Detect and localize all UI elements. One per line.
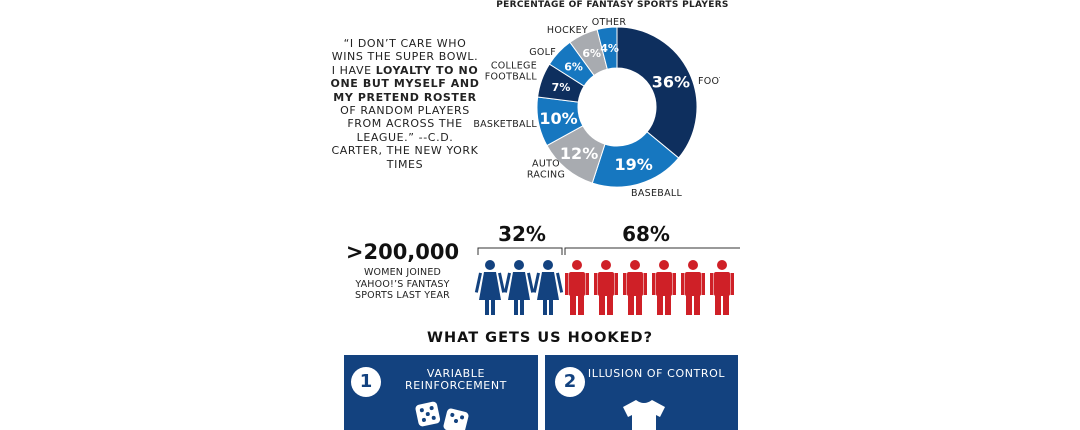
quote-text-2: OF RANDOM PLAYERS FROM ACROSS THE LEAGUE… <box>340 104 470 144</box>
gender-split-icons <box>474 247 740 315</box>
slice-value-baseball: 19% <box>614 155 652 174</box>
hooked-title: WHAT GETS US HOOKED? <box>427 330 653 346</box>
men-bracket <box>564 247 740 255</box>
man-icon <box>652 260 676 315</box>
women-stat-caption: WOMEN JOINED YAHOO!’S FANTASY SPORTS LAS… <box>355 267 450 301</box>
hook-number-1: 1 <box>351 367 381 397</box>
women-stat-value: >200,000 <box>345 240 460 264</box>
man-icon <box>681 260 705 315</box>
hook-title-2: ILLUSION OF CONTROL <box>587 367 726 380</box>
man-icon <box>594 260 618 315</box>
slice-label-other: OTHER <box>592 17 627 28</box>
slice-label-football: FOOTBALL <box>698 76 720 87</box>
slice-value-auto-racing: 12% <box>560 144 598 163</box>
slice-value-basketball: 10% <box>539 109 577 128</box>
slice-label-auto-racing: AUTO RACING <box>527 159 565 181</box>
woman-icon <box>532 260 564 315</box>
women-percent-label: 32% <box>498 222 546 246</box>
woman-icon <box>474 260 506 315</box>
hook-card-2: 2 ILLUSION OF CONTROL <box>545 355 738 430</box>
hook-title-1: VARIABLE REINFORCEMENT <box>405 367 507 392</box>
hook-card-1: 1 VARIABLE REINFORCEMENT <box>344 355 538 430</box>
quote-text-1: “I DON’T CARE WHO WINS THE SUPER BOWL. I… <box>331 37 479 77</box>
pull-quote: “I DON’T CARE WHO WINS THE SUPER BOWL. I… <box>330 37 480 171</box>
slice-other <box>596 26 618 70</box>
slice-value-hockey: 6% <box>582 47 601 60</box>
jersey-icon <box>623 400 665 430</box>
woman-icon <box>503 260 535 315</box>
man-icon <box>623 260 647 315</box>
slice-value-college-football: 7% <box>552 81 571 94</box>
slice-label-college-football: COLLEGE FOOTBALL <box>485 61 538 83</box>
slice-label-baseball: BASEBALL <box>631 188 682 199</box>
quote-attribution: --C.D. CARTER, THE NEW YORK TIMES <box>331 130 479 171</box>
man-icon <box>565 260 589 315</box>
slice-label-hockey: HOCKEY <box>547 25 588 36</box>
slice-value-golf: 6% <box>564 60 583 73</box>
chart-title: PERCENTAGE OF FANTASY SPORTS PLAYERS <box>496 0 729 10</box>
dice-icon <box>415 401 469 430</box>
slice-label-golf: GOLF <box>529 47 556 58</box>
hook-number-2: 2 <box>555 367 585 397</box>
men-percent-label: 68% <box>622 222 670 246</box>
slice-value-football: 36% <box>652 73 690 92</box>
slice-football <box>616 26 698 159</box>
women-bracket <box>477 247 563 255</box>
man-icon <box>710 260 734 315</box>
slice-value-other: 4% <box>600 42 619 55</box>
slice-label-basketball: BASKETBALL <box>473 119 537 130</box>
quote-text-bold: LOYALTY TO NO ONE BUT MYSELF AND MY PRET… <box>330 63 480 104</box>
